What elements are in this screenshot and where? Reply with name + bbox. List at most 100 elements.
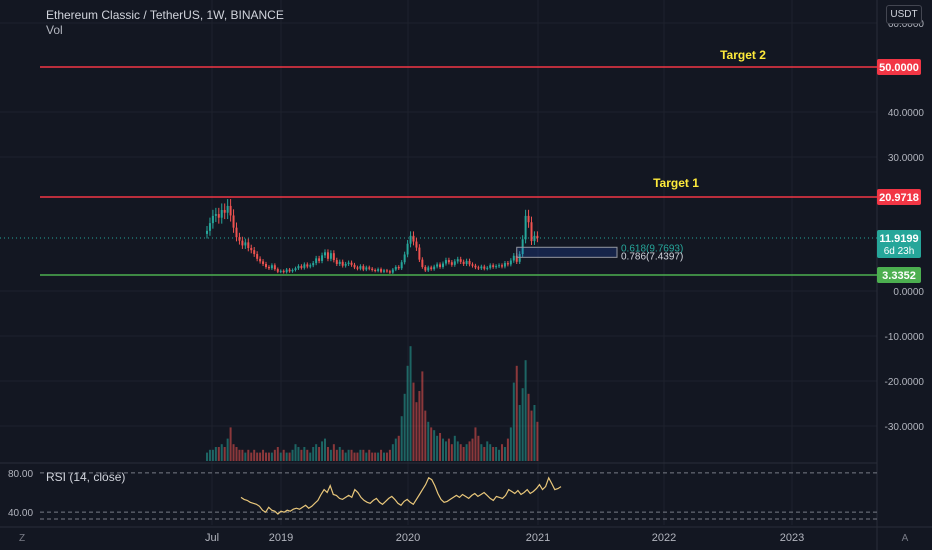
volume-bar (326, 447, 329, 461)
candle-body (294, 268, 297, 270)
candle-body (474, 265, 477, 268)
volume-bar (495, 447, 498, 461)
x-tick-label: 2020 (396, 532, 420, 544)
candle-body (515, 255, 518, 262)
candle-body (338, 261, 341, 264)
volume-bar (512, 382, 515, 461)
target-2-label: Target 2 (720, 48, 766, 62)
y-tick-label: -30.0000 (885, 422, 925, 433)
rsi-lower-label: 40.00 (8, 508, 33, 519)
volume-bar (309, 452, 312, 461)
volume-bar (509, 427, 512, 461)
volume-bar (217, 447, 220, 461)
volume-bar (273, 449, 276, 461)
candle-body (324, 252, 326, 256)
candle-body (409, 235, 412, 244)
candle-body (332, 253, 335, 261)
candle-body (527, 215, 530, 223)
candle-body (353, 264, 356, 268)
candle-body (506, 263, 509, 265)
last-price-tag (877, 230, 921, 259)
volume-bar (385, 452, 388, 461)
level-price-tag-text: 3.3352 (882, 270, 916, 282)
volume-bar (442, 438, 444, 461)
candle-body (492, 265, 495, 267)
volume-bar (291, 449, 294, 461)
volume-bar (253, 449, 256, 461)
volume-bar (356, 452, 359, 461)
volume-bar (409, 346, 412, 461)
volume-label: Vol (46, 23, 63, 37)
volume-bar (483, 447, 486, 461)
volume-bar (403, 393, 406, 461)
candle-body (329, 253, 332, 259)
volume-bar (391, 444, 394, 461)
y-tick-label: 60.0000 (888, 19, 925, 30)
volume-bar (220, 444, 223, 461)
volume-bar (468, 441, 471, 461)
volume-bar (232, 444, 235, 461)
candle-body (468, 260, 471, 265)
volume-bar (241, 449, 244, 461)
volume-bar (329, 449, 332, 461)
candle-body (530, 222, 533, 242)
candle-body (436, 264, 439, 267)
candle-body (341, 261, 344, 266)
candle-body (297, 266, 300, 269)
candle-body (276, 269, 279, 272)
volume-bar (388, 449, 391, 461)
candle-body (211, 215, 214, 224)
candle-body (498, 265, 501, 267)
candle-body (312, 263, 315, 266)
candle-body (521, 239, 524, 255)
candle-body (350, 262, 353, 265)
candle-body (480, 266, 483, 269)
currency-selector[interactable]: USDT (886, 5, 922, 24)
volume-bar (208, 449, 211, 461)
candle-body (214, 214, 217, 216)
candle-body (220, 210, 223, 218)
volume-bar (279, 452, 282, 461)
volume-bar (421, 371, 424, 461)
level-price-tag-text: 20.9718 (879, 192, 919, 204)
timezone-toggle-icon[interactable]: Z (18, 533, 26, 544)
candle-body (465, 260, 468, 264)
volume-bar (250, 452, 253, 461)
candle-body (394, 266, 397, 270)
volume-bar (267, 452, 270, 461)
volume-bar (439, 433, 442, 461)
candle-body (421, 259, 424, 267)
fib-786-label: 0.786(7.4397) (621, 251, 683, 262)
volume-bar (335, 449, 338, 461)
candle-body (462, 261, 465, 264)
candle-body (459, 259, 462, 262)
level-price-tag (877, 188, 921, 205)
volume-bar (282, 449, 285, 461)
candle-body (244, 242, 247, 246)
level-price-tag (877, 59, 921, 75)
volume-bar (400, 416, 403, 461)
candle-body (356, 267, 359, 269)
x-tick-label: 2021 (526, 532, 550, 544)
auto-scale-icon[interactable]: A (901, 533, 909, 544)
candle-body (250, 248, 253, 251)
candle-body (397, 266, 400, 269)
x-tick-label: 2019 (269, 532, 293, 544)
volume-bar (477, 435, 480, 461)
candle-body (273, 265, 276, 270)
volume-bar (406, 365, 409, 461)
candle-body (335, 260, 338, 264)
volume-bar (397, 435, 400, 461)
volume-bar (474, 427, 477, 461)
candle-body (315, 258, 318, 264)
volume-bar (300, 449, 303, 461)
volume-bar (211, 449, 214, 461)
volume-bar (350, 449, 353, 461)
candle-body (518, 254, 521, 262)
volume-bar (374, 452, 377, 461)
candle-body (380, 269, 383, 272)
volume-bar (430, 427, 433, 461)
candle-body (223, 210, 226, 213)
volume-bar (424, 410, 427, 461)
